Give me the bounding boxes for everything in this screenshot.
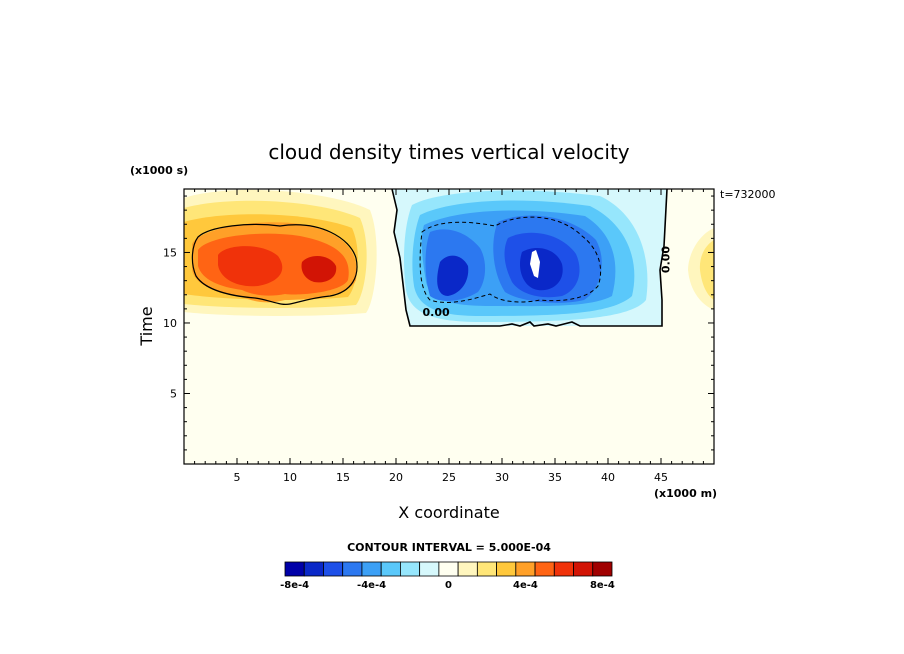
colorbar-tick-label: 4e-4	[513, 580, 538, 591]
zero-contour	[391, 188, 668, 327]
colorbar-swatch	[496, 561, 517, 577]
positive-contour	[191, 223, 358, 305]
x-tick-label: 5	[234, 471, 241, 484]
colorbar-swatch	[361, 561, 382, 577]
negative-contour-main	[419, 216, 602, 303]
x-scale-label: (x1000 m)	[654, 487, 717, 500]
y-tick-label: 15	[163, 246, 177, 259]
heatmap-field	[184, 189, 714, 326]
colorbar-swatch	[284, 561, 305, 577]
colorbar-swatch	[303, 561, 324, 577]
colorbar-tick-label: 0	[445, 580, 452, 591]
chart-title: cloud density times vertical velocity	[268, 140, 629, 164]
contour-label: 0.00	[659, 246, 672, 273]
colorbar-swatch	[553, 561, 574, 577]
colorbar-swatch	[400, 561, 421, 577]
colorbar-swatch	[342, 561, 363, 577]
x-tick-label: 35	[548, 471, 562, 484]
y-scale-label: (x1000 s)	[130, 164, 188, 177]
axis-ticks	[184, 189, 714, 464]
cool-level-9	[519, 248, 563, 291]
x-tick-label: 20	[389, 471, 403, 484]
edge-level-2	[699, 240, 714, 300]
x-tick-label: 30	[495, 471, 509, 484]
contour-lines	[191, 188, 668, 327]
contour-labels: 0.00 0.00	[423, 246, 673, 319]
x-tick-label: 45	[654, 471, 668, 484]
white-core	[530, 250, 540, 278]
colorbar-swatch	[515, 561, 536, 577]
contour-interval-label: CONTOUR INTERVAL = 5.000E-04	[347, 541, 551, 554]
y-tick-labels: 5 10 15	[163, 246, 177, 400]
y-tick-label: 10	[163, 317, 177, 330]
contour-label: 0.00	[423, 306, 450, 319]
x-axis-label: X coordinate	[398, 503, 499, 522]
positive-cell-left	[184, 189, 377, 316]
colorbar-swatch	[573, 561, 594, 577]
positive-cell-right	[688, 228, 714, 310]
colorbar-swatch	[534, 561, 555, 577]
colorbar-swatch	[380, 561, 401, 577]
colorbar-swatch	[438, 561, 459, 577]
colorbar-tick-label: -4e-4	[357, 580, 386, 591]
colorbar-tick-label: 8e-4	[590, 580, 615, 591]
colorbar-swatch	[592, 561, 613, 577]
time-label: t=732000	[720, 188, 776, 201]
x-tick-label: 40	[601, 471, 615, 484]
colorbar-tick-label: -8e-4	[280, 580, 309, 591]
y-axis-label: Time	[137, 306, 156, 346]
colorbar-swatch	[419, 561, 440, 577]
x-tick-labels: 5 10 15 20 25 30 35 40 45	[234, 471, 669, 484]
colorbar-swatch	[323, 561, 344, 577]
y-tick-label: 5	[170, 387, 177, 400]
x-tick-label: 25	[442, 471, 456, 484]
colorbar-tick-labels: -8e-4 -4e-4 0 4e-4 8e-4	[280, 580, 615, 591]
negative-cell	[392, 189, 667, 326]
cool-level-8	[437, 255, 469, 296]
warm-level-6	[218, 246, 283, 287]
colorbar-swatch	[457, 561, 478, 577]
colorbar-swatch	[476, 561, 497, 577]
x-tick-label: 15	[336, 471, 350, 484]
warm-level-7	[301, 256, 337, 283]
colorbar	[284, 561, 613, 577]
x-tick-label: 10	[283, 471, 297, 484]
